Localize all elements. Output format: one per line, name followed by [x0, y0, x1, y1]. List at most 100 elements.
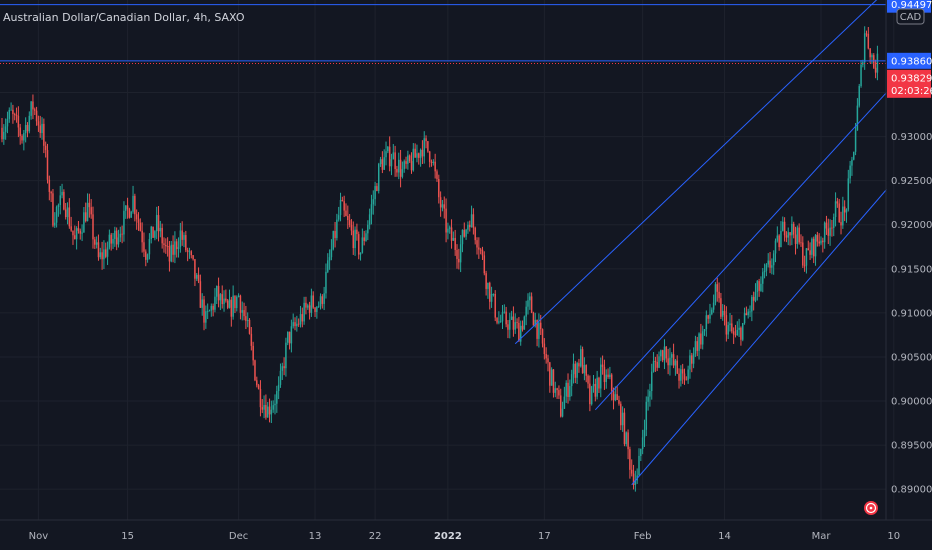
candle-body — [296, 323, 298, 327]
candle-body — [674, 360, 677, 366]
candle-body — [257, 385, 260, 389]
y-tick-label: 0.91500 — [891, 264, 932, 275]
candle-body — [576, 363, 578, 378]
candle-body — [39, 125, 41, 134]
channel-line-lower[interactable] — [631, 189, 887, 486]
candle-body — [243, 310, 245, 317]
candle-body — [112, 238, 114, 244]
channel-line-middle[interactable] — [594, 92, 887, 411]
candle-body — [339, 199, 342, 216]
candle-body — [436, 171, 438, 179]
candle-body — [629, 449, 631, 470]
candle-body — [401, 169, 404, 177]
candle-body — [428, 151, 431, 162]
candle-body — [707, 315, 709, 319]
candle-body — [592, 383, 595, 387]
candle-body — [281, 366, 284, 371]
candle-body — [507, 324, 509, 330]
candle-body — [432, 161, 435, 163]
candle-body — [618, 400, 620, 404]
candle-body — [174, 241, 176, 255]
candle-body — [245, 316, 247, 321]
price-tag-current[interactable]: 0.93829 02:03:26 — [887, 69, 932, 98]
candle-body — [782, 221, 784, 231]
x-tick-label: 2022 — [434, 531, 462, 542]
candle-body — [121, 233, 123, 235]
candle-body — [276, 391, 278, 404]
candle-body — [414, 148, 416, 158]
candle-body — [132, 195, 134, 212]
candle-body — [832, 216, 835, 228]
candle-body — [729, 323, 731, 326]
candle-body — [845, 209, 848, 213]
candle-body — [585, 365, 587, 376]
candle-body — [610, 374, 613, 392]
candle-body — [15, 114, 18, 116]
candle-body — [343, 201, 345, 211]
candle-body — [385, 151, 387, 158]
candle-body — [321, 296, 324, 304]
candle-body — [809, 250, 811, 255]
x-tick-label: 17 — [538, 531, 551, 542]
candle-body — [268, 406, 271, 415]
candle-body — [718, 291, 720, 299]
candle-body — [19, 127, 21, 136]
candle-body — [272, 405, 274, 410]
channel-line-upper[interactable] — [514, 0, 881, 345]
candle-body — [581, 349, 584, 374]
candle-body — [70, 226, 72, 231]
candle-body — [625, 432, 628, 444]
candle-body — [1, 127, 3, 140]
candle-body — [237, 295, 240, 297]
candle-body — [725, 315, 728, 335]
candle-body — [292, 322, 294, 327]
candle-body — [534, 319, 537, 326]
candle-body — [663, 346, 666, 361]
candle-body — [754, 292, 757, 301]
candle-body — [798, 227, 800, 243]
candle-body — [711, 309, 713, 315]
candle-body — [201, 299, 203, 308]
candle-body — [856, 105, 859, 131]
candle-body — [221, 294, 223, 305]
candle-body — [539, 322, 542, 330]
candle-body — [3, 131, 5, 140]
countdown-label: 02:03:26 — [891, 86, 932, 97]
candle-body — [150, 226, 152, 240]
candle-body — [370, 204, 373, 215]
candle-body — [570, 374, 573, 387]
candle-body — [476, 240, 478, 248]
candle-body — [168, 246, 171, 262]
candle-body — [858, 86, 860, 106]
candle-body — [614, 394, 617, 401]
candle-body — [694, 341, 697, 354]
price-tag-93860[interactable]: 0.93860 — [887, 52, 932, 69]
candle-body — [195, 274, 198, 279]
time-axis[interactable]: Nov 15 Dec 13 22 2022 17 Feb 14 Mar 10 — [29, 531, 901, 542]
candle-body — [574, 363, 577, 378]
candle-body — [865, 33, 868, 35]
candle-body — [672, 354, 675, 366]
candle-body — [299, 314, 302, 325]
candle-body — [652, 361, 655, 372]
candle-body — [361, 237, 364, 253]
candle-body — [175, 241, 178, 250]
candle-body — [802, 242, 804, 266]
candle-body — [6, 118, 9, 127]
candle-body — [254, 360, 256, 381]
candle-body — [48, 179, 51, 192]
candle-body — [55, 207, 58, 223]
alert-icon[interactable] — [864, 501, 878, 515]
currency-badge[interactable]: CAD — [896, 8, 925, 25]
candle-body — [316, 306, 318, 312]
candle-body — [459, 244, 462, 263]
candle-body — [110, 234, 112, 244]
candle-body — [572, 363, 575, 375]
candle-body — [829, 227, 831, 236]
candle-body — [52, 193, 54, 226]
candle-body — [467, 224, 469, 230]
candle-body — [691, 355, 693, 364]
candle-body — [441, 204, 444, 208]
